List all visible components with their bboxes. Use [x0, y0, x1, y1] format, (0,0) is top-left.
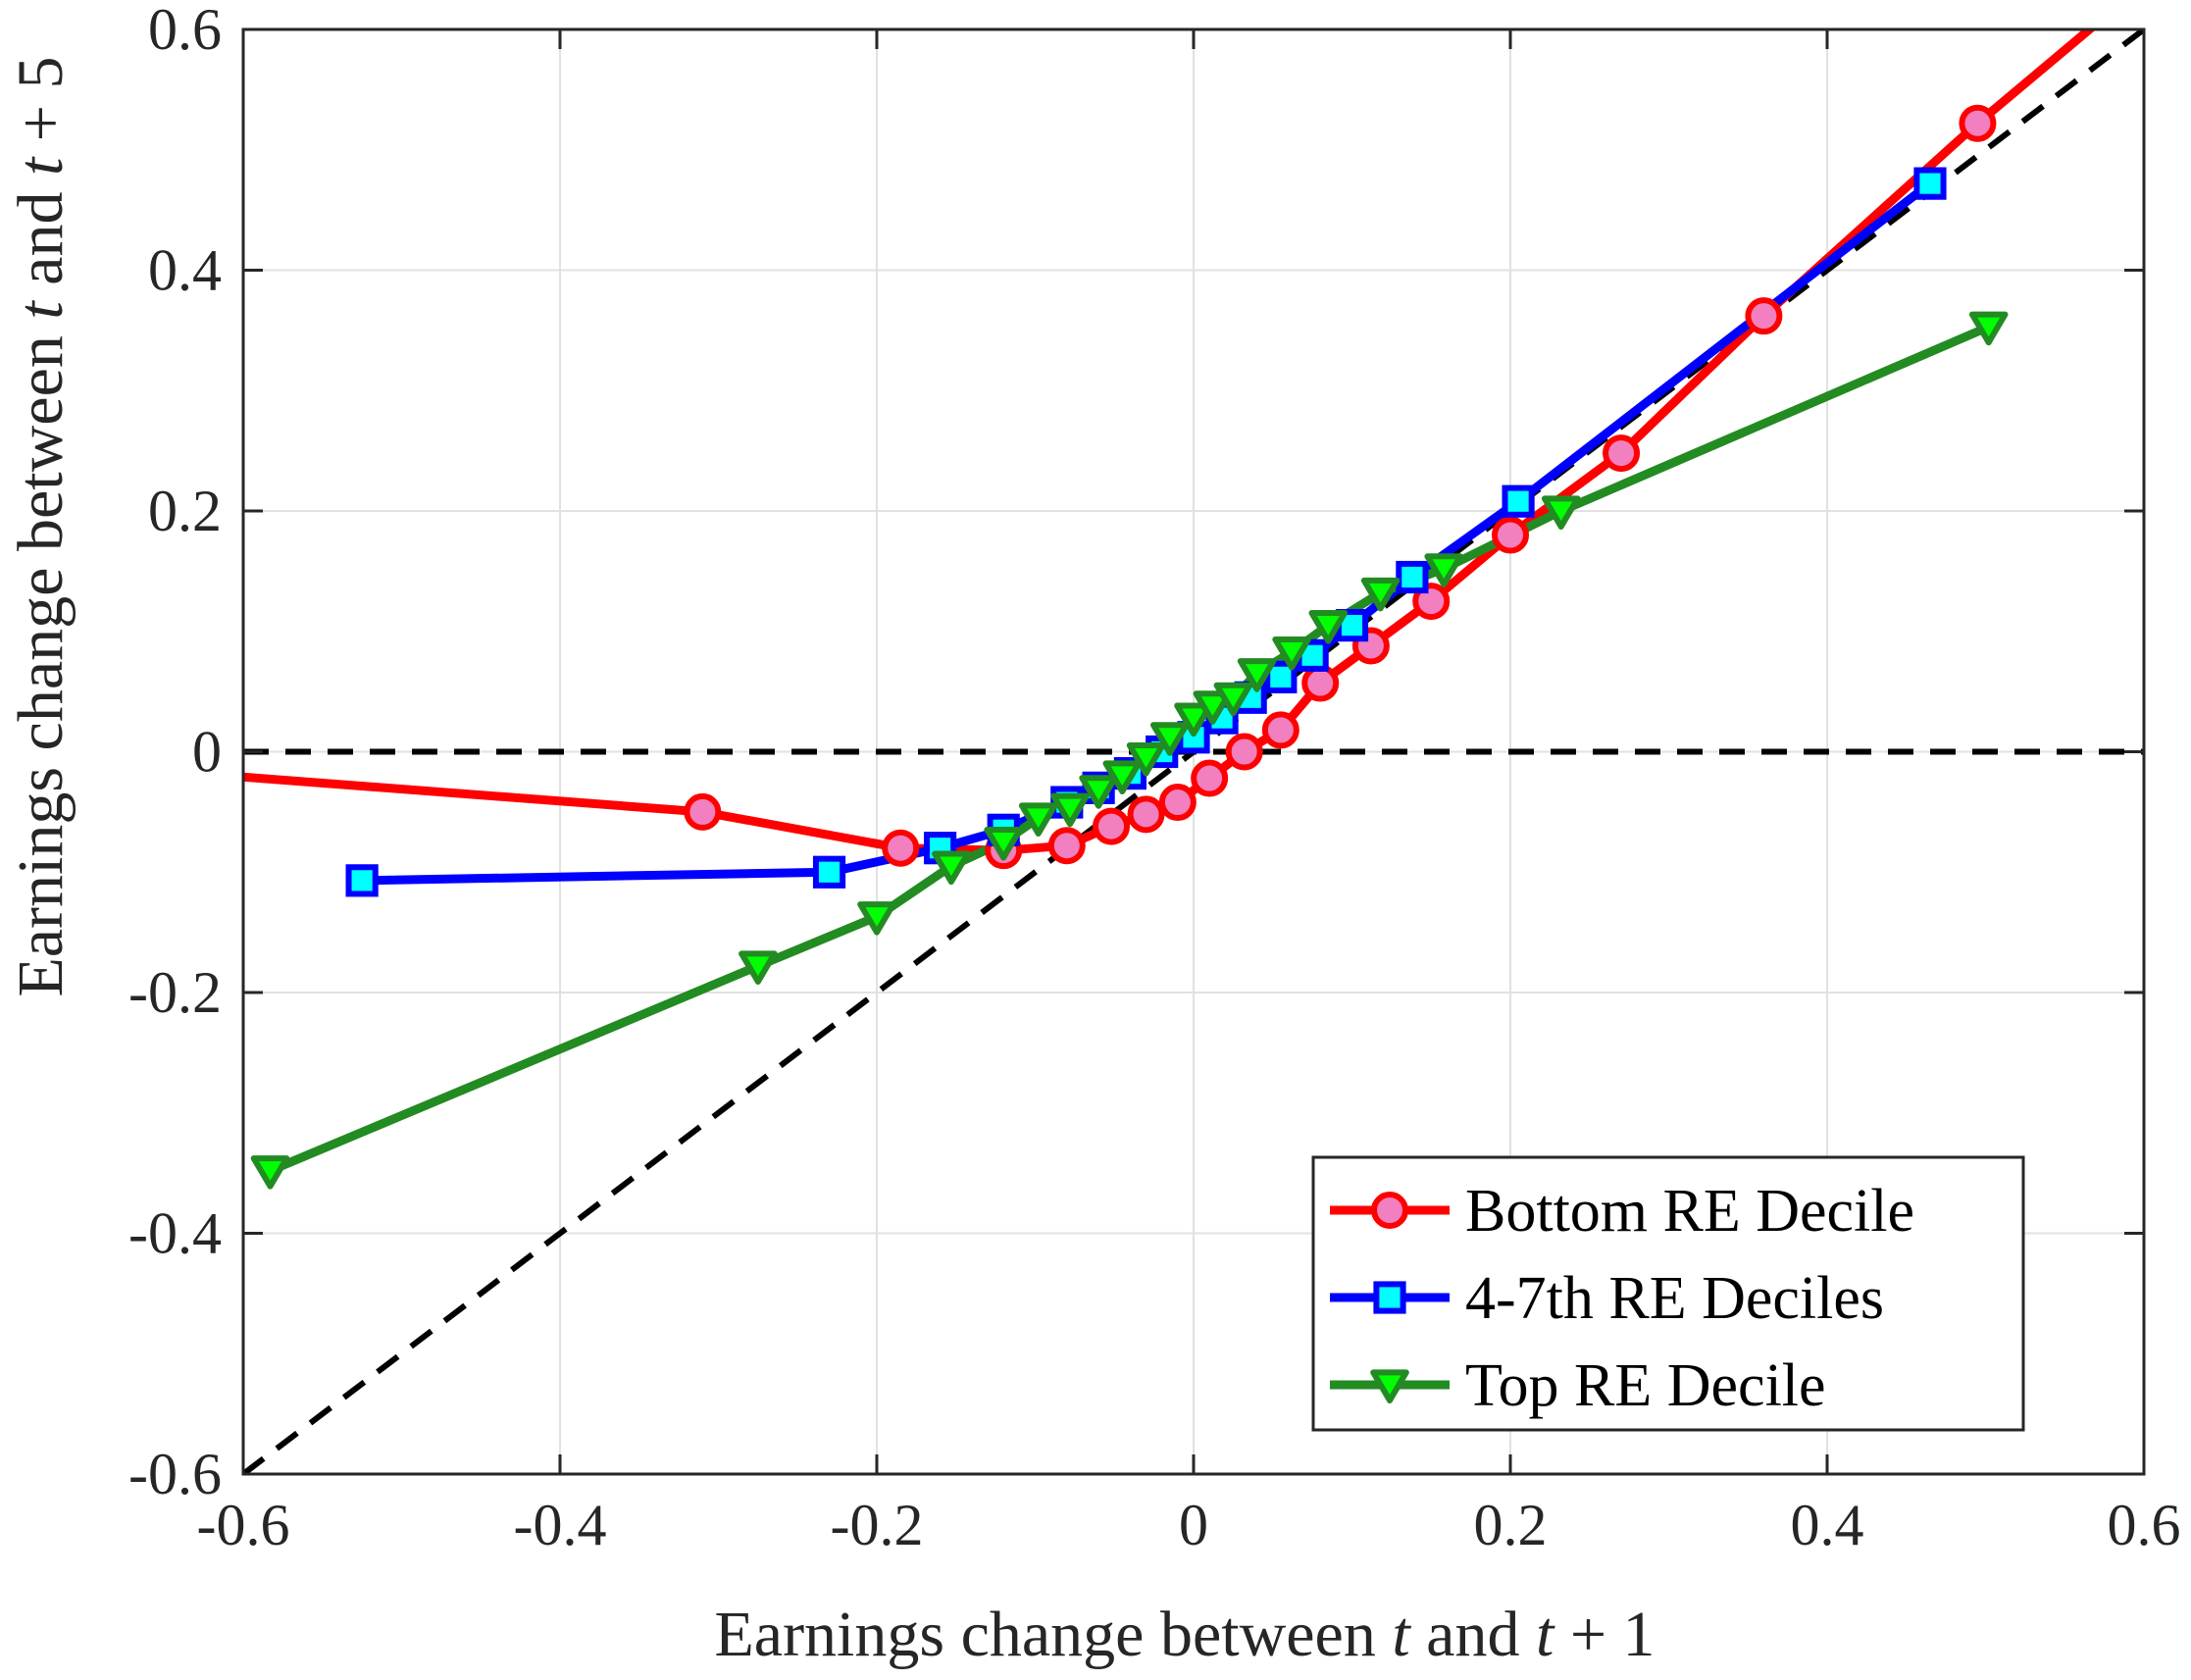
y-axis-title: Earnings change between t and t + 5 [5, 56, 76, 996]
marker-top-re-decile-1 [739, 950, 778, 985]
marker-4-7th-re-deciles-16 [1913, 167, 1947, 200]
marker-top-re-decile-4 [984, 827, 1023, 861]
marker-top-re-decile-17 [1360, 577, 1401, 612]
marker-bottom-re-decile-1 [684, 792, 722, 831]
x-axis-title: Earnings change between t and t + 1 [714, 1599, 1655, 1670]
marker-top-re-decile-15 [1272, 636, 1311, 671]
legend-marker-4-7th-re-deciles [1373, 1281, 1406, 1314]
marker-top-re-decile-11 [1174, 702, 1213, 738]
marker-bottom-re-decile-16 [1745, 297, 1783, 335]
marker-4-7th-re-deciles-0 [345, 864, 379, 897]
y-tick-label-0: -0.6 [128, 1442, 222, 1506]
x-tick-label-6: 0.6 [2108, 1493, 2181, 1557]
marker-top-re-decile-0 [250, 1155, 290, 1190]
y-tick-label-4: 0.2 [148, 479, 222, 543]
marker-bottom-re-decile-2 [882, 829, 920, 867]
marker-layer [250, 104, 2009, 1190]
marker-top-re-decile-12 [1193, 690, 1233, 725]
x-tick-label-2: -0.2 [831, 1493, 924, 1557]
x-tick-label-0: -0.6 [197, 1493, 290, 1557]
marker-top-re-decile-5 [1018, 802, 1058, 837]
y-tick-label-5: 0.4 [148, 238, 222, 303]
marker-top-re-decile-14 [1237, 658, 1277, 692]
marker-bottom-re-decile-5 [1093, 807, 1131, 845]
series-markers-top-re-decile [250, 311, 2009, 1190]
marker-bottom-re-decile-8 [1191, 759, 1229, 797]
legend-label-4-7th-re-deciles: 4-7th RE Deciles [1465, 1265, 1884, 1332]
legend-entries: Bottom RE Decile 4-7th RE Deciles Top RE D… [1330, 1178, 1914, 1419]
legend-label-bottom-re-decile: Bottom RE Decile [1465, 1178, 1914, 1245]
legend-label-top-re-decile: Top RE Decile [1465, 1352, 1826, 1419]
legend: Bottom RE Decile 4-7th RE Deciles Top RE D… [1311, 1155, 2025, 1432]
y-tick-label-6: 0.6 [148, 0, 222, 62]
y-tick-label-3: 0 [192, 720, 222, 785]
marker-bottom-re-decile-14 [1492, 516, 1529, 554]
marker-4-7th-re-deciles-1 [812, 855, 846, 889]
tick-labels: -0.6 -0.4 -0.2 0 0.2 0.4 0.6 -0.6 -0.4 -0.2 0 0.2 0.… [128, 0, 2180, 1557]
x-tick-label-3: 0 [1179, 1493, 1208, 1557]
marker-top-re-decile-16 [1308, 610, 1349, 644]
legend-marker-top-re-decile [1370, 1369, 1409, 1403]
legend-marker-bottom-re-decile [1371, 1192, 1408, 1229]
y-tick-label-2: -0.2 [128, 960, 222, 1025]
marker-top-re-decile-7 [1079, 775, 1118, 809]
marker-top-re-decile-9 [1126, 742, 1166, 777]
marker-top-re-decile-6 [1050, 792, 1090, 828]
y-tick-label-1: -0.4 [128, 1201, 222, 1266]
marker-bottom-re-decile-11 [1301, 664, 1340, 702]
marker-top-re-decile-8 [1102, 760, 1143, 794]
marker-bottom-re-decile-10 [1261, 711, 1299, 749]
marker-top-re-decile-20 [1968, 311, 2009, 346]
marker-top-re-decile-18 [1424, 553, 1463, 587]
x-tick-label-5: 0.4 [1791, 1493, 1864, 1557]
marker-bottom-re-decile-4 [1047, 827, 1086, 865]
marker-4-7th-re-deciles-15 [1502, 484, 1535, 518]
axes-layer [241, 27, 2146, 1476]
marker-bottom-re-decile-6 [1127, 795, 1165, 834]
marker-bottom-re-decile-17 [1959, 104, 1997, 142]
marker-top-re-decile-3 [932, 850, 971, 886]
marker-4-7th-re-deciles-14 [1396, 560, 1429, 594]
x-tick-label-1: -0.4 [514, 1493, 607, 1557]
marker-bottom-re-decile-7 [1158, 784, 1197, 822]
marker-bottom-re-decile-9 [1225, 733, 1263, 771]
marker-top-re-decile-19 [1541, 495, 1581, 530]
marker-top-re-decile-13 [1213, 682, 1253, 717]
x-tick-label-4: 0.2 [1474, 1493, 1548, 1557]
marker-top-re-decile-2 [857, 901, 896, 936]
marker-bottom-re-decile-15 [1603, 434, 1641, 473]
marker-top-re-decile-10 [1150, 722, 1190, 756]
